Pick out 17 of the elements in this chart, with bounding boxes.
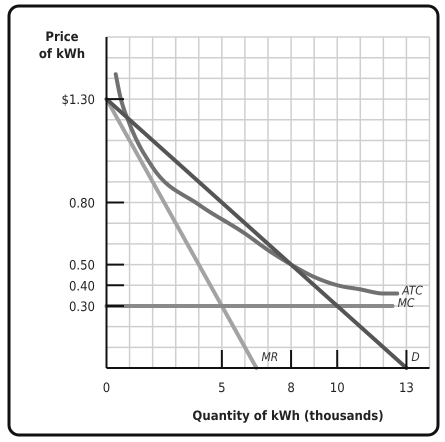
y-tick-label: 0.30	[68, 300, 95, 315]
y-tick-label: 0.40	[68, 279, 95, 294]
x-tick-label: 0	[102, 381, 110, 396]
line-series	[114, 72, 400, 296]
x-tick-label: 5	[218, 381, 226, 396]
x-tick-label: 10	[330, 381, 345, 396]
x-tick-label: 8	[287, 381, 295, 396]
series-label: ATC	[401, 284, 424, 298]
y-tick-label: 0.80	[68, 196, 95, 212]
x-tick-label: 13	[398, 381, 414, 396]
series-label: D	[411, 350, 420, 364]
series-label: MR	[261, 350, 278, 364]
series-label: MC	[398, 296, 415, 310]
y-tick-label: 0.50	[68, 258, 95, 274]
y-axis-title: Price of kWh	[38, 30, 86, 62]
x-axis-title: Quantity of kWh (thousands)	[192, 409, 384, 424]
y-tick-label: $1.30	[62, 93, 95, 108]
